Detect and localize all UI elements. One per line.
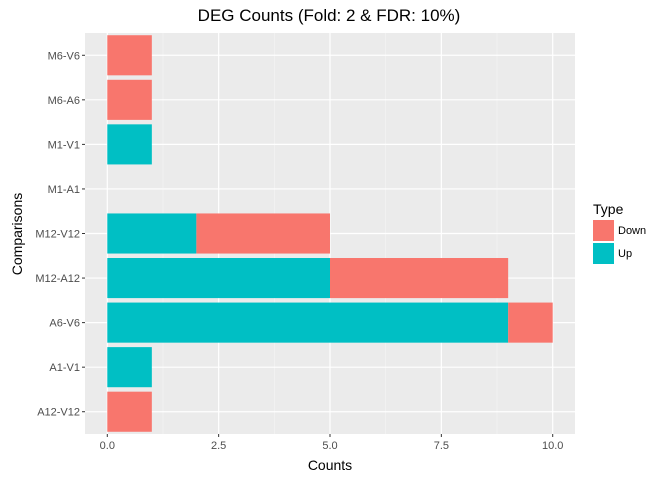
chart-title: DEG Counts (Fold: 2 & FDR: 10%) [198, 6, 461, 25]
bar-down-a6-v6 [508, 302, 553, 343]
bar-up-a6-v6 [107, 302, 509, 343]
legend-title: Type [593, 201, 624, 217]
x-tick-label: 5.0 [322, 440, 337, 452]
legend: Type Down Up [593, 201, 646, 264]
bar-up-m1-v1 [107, 124, 152, 165]
y-tick-label: M6-A6 [48, 95, 80, 107]
y-axis-title: Comparisons [9, 193, 25, 275]
y-tick-label: A6-V6 [49, 318, 80, 330]
x-tick-label: 2.5 [211, 440, 226, 452]
legend-items: Down Up [593, 220, 646, 264]
legend-key-down [593, 220, 614, 241]
y-tick-label: A12-V12 [37, 407, 80, 419]
bar-up-a1-v1 [107, 347, 152, 388]
bar-up-m12-a12 [107, 258, 330, 299]
bars [107, 35, 553, 432]
bar-down-a12-v12 [107, 391, 152, 432]
y-tick-label: M12-V12 [35, 229, 80, 241]
x-tick-label: 10.0 [542, 440, 563, 452]
bar-down-m6-a6 [107, 79, 152, 120]
bar-up-m12-v12 [107, 213, 197, 254]
y-tick-label: M1-V1 [48, 139, 80, 151]
y-tick-label: M1-A1 [48, 184, 80, 196]
y-tick-label: M6-V6 [48, 50, 80, 62]
legend-label-up: Up [618, 248, 632, 260]
x-tick-label: 0.0 [100, 440, 115, 452]
bar-down-m12-a12 [330, 258, 509, 299]
legend-key-up [593, 243, 614, 264]
x-tick-label: 7.5 [434, 440, 449, 452]
y-tick-label: M12-A12 [35, 273, 80, 285]
y-tick-label: A1-V1 [49, 362, 80, 374]
x-axis: 0.0 2.5 5.0 7.5 10.0 [100, 434, 563, 452]
bar-down-m6-v6 [107, 35, 152, 76]
bar-down-m12-v12 [196, 213, 330, 254]
x-axis-title: Counts [308, 457, 352, 473]
legend-label-down: Down [618, 225, 646, 237]
y-axis: A12-V12 A1-V1 A6-V6 M12-A12 M12-V12 M1-A1 M1-V… [35, 50, 85, 419]
